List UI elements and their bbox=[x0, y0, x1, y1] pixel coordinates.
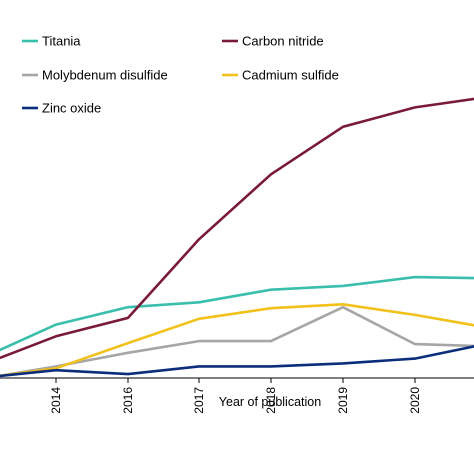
series-line-titania bbox=[0, 275, 474, 352]
legend-label-molybdenum-disulfide: Molybdenum disulfide bbox=[42, 68, 168, 83]
x-axis-ticks: 2014 2016 2017 2018 2019 2020 bbox=[49, 378, 422, 414]
series-line-cadmium-sulfide bbox=[0, 302, 474, 378]
legend-label-cadmium-sulfide: Cadmium sulfide bbox=[242, 68, 339, 83]
x-axis-title: Year of publication bbox=[219, 395, 321, 409]
x-tick-label: 2018 bbox=[264, 387, 278, 414]
x-tick-label: 2019 bbox=[336, 387, 350, 414]
legend-label-zinc-oxide: Zinc oxide bbox=[42, 101, 101, 116]
x-tick-label: 2016 bbox=[121, 387, 135, 414]
legend: Titania Carbon nitride Molybdenum disulfid… bbox=[22, 34, 339, 116]
series-line-zinc-oxide bbox=[0, 345, 474, 378]
series-line-carbon-nitride bbox=[0, 97, 474, 360]
x-tick-label: 2020 bbox=[408, 387, 422, 414]
legend-label-titania: Titania bbox=[42, 34, 81, 49]
plot-lines bbox=[0, 97, 474, 378]
x-tick-label: 2014 bbox=[49, 387, 63, 414]
legend-label-carbon-nitride: Carbon nitride bbox=[242, 34, 324, 49]
x-tick-label: 2017 bbox=[192, 387, 206, 414]
